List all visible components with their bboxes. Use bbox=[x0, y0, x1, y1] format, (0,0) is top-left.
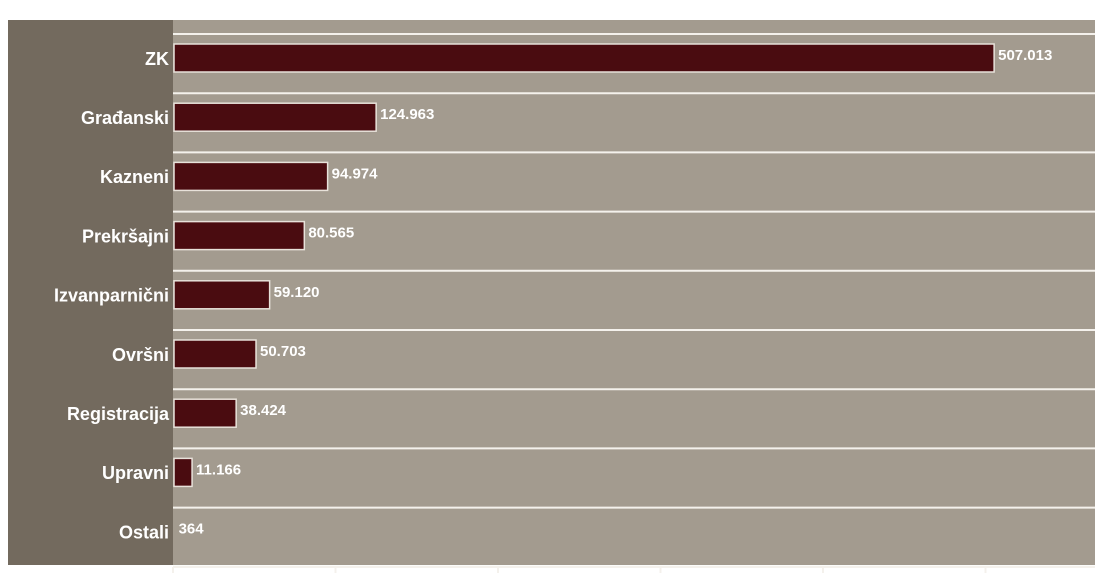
bar-4 bbox=[173, 280, 271, 310]
bar-2 bbox=[173, 161, 329, 192]
value-label-5: 50.703 bbox=[260, 343, 306, 360]
value-label-8: 364 bbox=[179, 521, 205, 538]
value-label-4: 59.120 bbox=[274, 284, 320, 301]
category-label-panel bbox=[8, 20, 176, 565]
category-label-5: Ovršni bbox=[112, 345, 169, 365]
bars bbox=[173, 43, 995, 488]
bar-6 bbox=[173, 398, 237, 428]
bar-3 bbox=[173, 220, 306, 251]
value-label-1: 124.963 bbox=[380, 106, 434, 123]
value-label-6: 38.424 bbox=[240, 402, 287, 419]
category-labels: ZK Građanski Kazneni Prekršajni Izvanparničn… bbox=[54, 49, 170, 543]
gridlines bbox=[172, 33, 1095, 573]
value-labels: 507.013 124.963 94.974 80.565 59.120 50.703 38… bbox=[179, 47, 1053, 538]
category-label-4: Izvanparnični bbox=[54, 286, 169, 306]
category-label-6: Registracija bbox=[67, 404, 170, 424]
category-label-8: Ostali bbox=[119, 522, 169, 542]
bar-5 bbox=[173, 339, 257, 369]
category-label-3: Prekršajni bbox=[82, 226, 169, 246]
category-label-1: Građanski bbox=[81, 108, 169, 128]
bar-0 bbox=[173, 43, 995, 73]
category-label-7: Upravni bbox=[102, 463, 169, 483]
value-label-7: 11.166 bbox=[196, 461, 241, 478]
value-label-0: 507.013 bbox=[998, 47, 1052, 64]
category-label-2: Kazneni bbox=[100, 167, 169, 187]
value-label-2: 94.974 bbox=[332, 165, 379, 182]
value-label-3: 80.565 bbox=[308, 225, 354, 242]
bar-7 bbox=[173, 457, 193, 488]
bar-1 bbox=[173, 102, 377, 132]
category-label-0: ZK bbox=[145, 49, 169, 69]
